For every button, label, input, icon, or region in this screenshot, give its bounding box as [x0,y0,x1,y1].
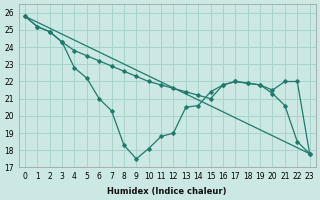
X-axis label: Humidex (Indice chaleur): Humidex (Indice chaleur) [108,187,227,196]
